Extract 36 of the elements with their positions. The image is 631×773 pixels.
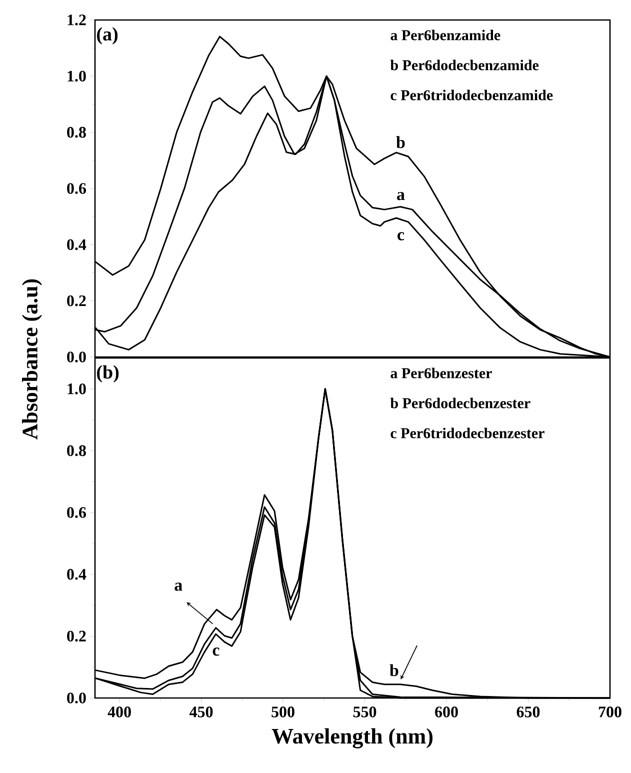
y-tick-label: 0.4 [67,239,86,250]
y-tick-label: 0.6 [67,183,86,194]
x-tick-label: 700 [598,706,622,718]
annotation: c Per6tridodecbenzamide [390,90,553,100]
series-label: b [396,136,405,148]
x-tick-label: 500 [272,706,294,718]
x-tick-label: 450 [189,706,213,718]
y-tick-label: 1.0 [68,70,86,82]
series-label: c [398,232,404,240]
x-axis-title: Wavelength (nm) [272,728,432,748]
x-tick-label: 400 [108,706,131,718]
y-tick-label: 1.2 [68,14,86,26]
series-label: c [212,648,220,656]
y-tick-label: 0.2 [67,630,86,642]
y-tick-label: 0.2 [67,295,86,306]
x-tick-label: 650 [516,706,540,718]
x-tick-label: 600 [435,706,458,718]
y-tick-label: 0.8 [67,445,86,456]
y-tick-label: 0.0 [67,692,86,704]
text: a [174,582,182,591]
x-tick-label: 550 [353,706,376,718]
annotation: b Per6dodecbenzamide [390,60,539,70]
y-tick-label: 0.0 [67,352,86,362]
annotation: a Per6benzamide [390,30,500,40]
annotation: c Per6tridodecbenzester [390,428,544,438]
y-tick-label: 0.8 [67,126,86,138]
annotation: (b) [97,365,119,382]
y-tick-label: 0.4 [67,568,86,580]
y-axis-title: Absorbance (a.u) [22,279,42,440]
annotation: b Per6dodecbenzester [390,398,530,408]
annotation: (a) [97,27,118,44]
y-tick-label: 1.0 [68,383,86,394]
legend-label: b [390,664,398,676]
series-label: a [397,192,405,200]
y-tick-label: 0.6 [67,507,86,518]
annotation: a Per6benzester [390,368,492,378]
